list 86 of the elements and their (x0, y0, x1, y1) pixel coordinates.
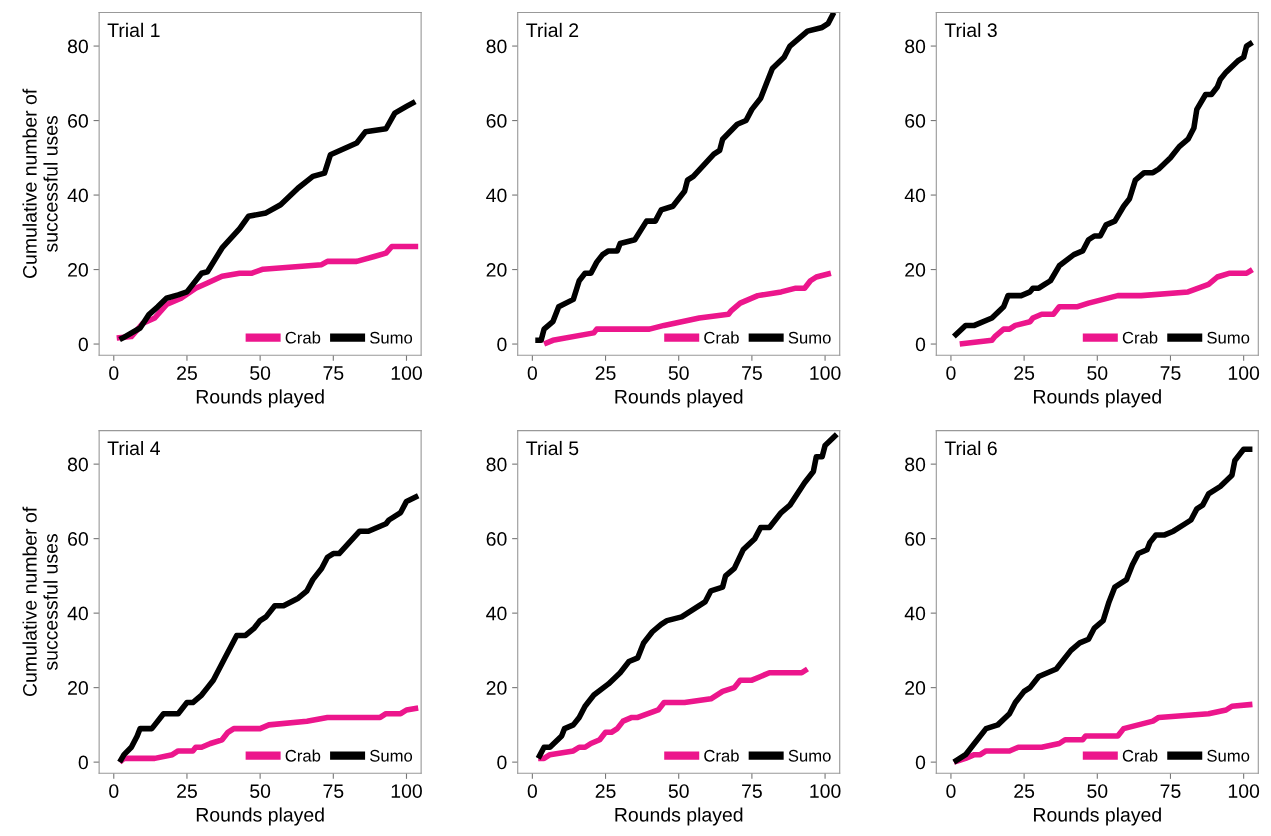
y-tick-label: 80 (905, 39, 926, 54)
x-tick-label: 0 (527, 366, 537, 380)
y-tick-label: 80 (486, 39, 507, 54)
x-tick-label: 75 (323, 784, 344, 798)
y-tick-label: 20 (905, 263, 926, 277)
y-tick-label: 0 (915, 337, 926, 352)
legend-label: Crab (1122, 749, 1158, 762)
y-tick-label: 60 (68, 114, 88, 128)
y-tick-label: 80 (486, 457, 507, 472)
x-tick-label: 50 (1087, 366, 1108, 380)
y-tick-label: 40 (67, 188, 88, 203)
x-tick-label: 50 (1087, 784, 1108, 798)
legend-label: Crab (285, 749, 321, 762)
y-tick-label: 40 (904, 606, 926, 621)
y-tick-label: 20 (68, 681, 88, 695)
x-axis-title: Rounds played (1034, 389, 1161, 408)
y-tick-label: 0 (915, 755, 926, 770)
x-tick-label: 0 (109, 784, 119, 798)
y-tick-label: 40 (67, 606, 88, 621)
legend-label: Crab (285, 331, 321, 344)
x-tick-label: 50 (250, 784, 271, 798)
legend-label: Crab (704, 331, 739, 344)
x-tick-label: 25 (1014, 784, 1035, 798)
x-axis-title: Rounds played (615, 807, 743, 826)
x-axis-title: Rounds played (615, 389, 743, 408)
x-tick-label: 0 (946, 366, 956, 380)
y-axis-title: Cumulative number of successful uses (22, 506, 58, 697)
x-tick-label: 25 (595, 366, 616, 380)
y-tick-label: 0 (78, 755, 88, 770)
x-tick-label: 25 (177, 366, 197, 380)
y-tick-label: 60 (486, 532, 507, 546)
legend-label: Sumo (788, 331, 831, 344)
x-tick-label: 75 (1160, 784, 1181, 798)
x-tick-label: 50 (668, 784, 689, 798)
y-tick-label: 20 (486, 681, 507, 695)
x-tick-label: 100 (810, 366, 841, 380)
legend-label: Crab (1122, 331, 1158, 344)
y-tick-label: 60 (486, 114, 507, 128)
x-tick-label: 75 (1160, 366, 1181, 380)
y-tick-label: 20 (486, 263, 507, 277)
y-tick-label: 60 (68, 532, 88, 546)
legend-label: Sumo (1207, 749, 1250, 762)
x-tick-label: 25 (1014, 366, 1035, 380)
y-tick-label: 40 (486, 188, 507, 203)
legend-label: Sumo (788, 749, 831, 762)
y-tick-label: 40 (486, 606, 507, 621)
chart-title: Trial 4 (107, 440, 160, 456)
x-tick-label: 0 (109, 366, 119, 380)
y-tick-label: 60 (905, 532, 926, 546)
legend-label: Sumo (1207, 331, 1250, 344)
y-axis-title: Cumulative number of successful uses (22, 88, 58, 278)
x-tick-label: 100 (810, 784, 841, 798)
x-tick-label: 75 (742, 366, 762, 380)
legend-label: Crab (704, 749, 739, 762)
y-tick-label: 80 (67, 457, 88, 472)
y-tick-label: 0 (497, 755, 507, 770)
x-tick-label: 0 (527, 784, 537, 798)
chart-title: Trial 2 (526, 22, 579, 38)
x-tick-label: 0 (946, 784, 956, 798)
chart-title: Trial 5 (526, 440, 579, 456)
y-tick-label: 20 (68, 263, 88, 277)
legend-label: Sumo (370, 331, 413, 344)
y-tick-label: 0 (497, 337, 507, 352)
x-tick-label: 50 (250, 366, 271, 380)
legend-label: Sumo (370, 749, 413, 762)
x-tick-label: 50 (668, 366, 689, 380)
x-axis-title: Rounds played (196, 389, 324, 408)
x-tick-label: 75 (742, 784, 762, 798)
y-tick-label: 80 (67, 39, 88, 54)
x-axis-title: Rounds played (196, 807, 324, 826)
y-tick-label: 20 (905, 681, 926, 695)
x-tick-label: 100 (1228, 784, 1260, 798)
x-tick-label: 75 (323, 366, 344, 380)
chart-title: Trial 6 (944, 440, 997, 456)
y-tick-label: 40 (904, 188, 926, 203)
y-tick-label: 0 (78, 337, 88, 352)
chart-title: Trial 3 (944, 22, 997, 38)
chart-title: Trial 1 (107, 22, 160, 38)
x-tick-label: 25 (177, 784, 197, 798)
x-tick-label: 100 (391, 784, 422, 798)
y-tick-label: 60 (905, 114, 926, 128)
x-tick-label: 25 (595, 784, 616, 798)
x-axis-title: Rounds played (1034, 807, 1161, 826)
x-tick-label: 100 (1228, 366, 1260, 380)
y-tick-label: 80 (905, 457, 926, 472)
x-tick-label: 100 (391, 366, 422, 380)
